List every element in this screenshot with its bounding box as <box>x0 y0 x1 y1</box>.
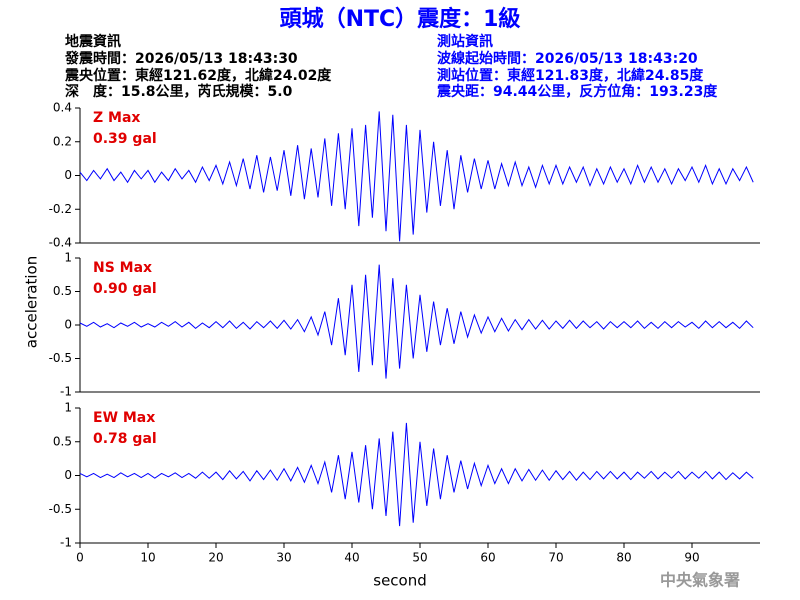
x-tick-label: 70 <box>548 551 563 565</box>
x-tick-label: 10 <box>140 551 155 565</box>
y-axis-label: acceleration <box>23 256 41 348</box>
x-tick-label: 0 <box>76 551 84 565</box>
x-tick-label: 40 <box>344 551 359 565</box>
left-info: 地震資訊 <box>65 33 121 50</box>
y-tick-label: 0 <box>64 468 72 482</box>
x-tick-label: 20 <box>208 551 223 565</box>
y-tick-label: -1 <box>60 385 72 399</box>
max-annotation: 0.39 gal <box>93 131 157 147</box>
x-tick-label: 30 <box>276 551 291 565</box>
y-tick-label: 0 <box>64 318 72 332</box>
y-tick-label: -0.4 <box>49 236 72 250</box>
y-tick-label: 0 <box>64 168 72 182</box>
y-tick-label: 1 <box>64 401 72 415</box>
y-tick-label: 0.2 <box>53 134 72 148</box>
x-axis-label: second <box>373 572 427 590</box>
y-tick-label: 1 <box>64 251 72 265</box>
y-tick-label: -0.5 <box>49 351 72 365</box>
x-tick-label: 80 <box>616 551 631 565</box>
footer: 中央氣象署 <box>660 571 740 590</box>
y-tick-label: 0.5 <box>53 434 72 448</box>
y-tick-label: -1 <box>60 536 72 550</box>
waveform <box>79 422 754 527</box>
y-tick-label: -0.5 <box>49 502 72 516</box>
max-annotation: 0.90 gal <box>93 281 157 297</box>
x-tick-label: 60 <box>480 551 495 565</box>
right-info: 震央距：94.44公里，反方位角：193.23度 <box>436 83 718 100</box>
max-annotation: Z Max <box>93 110 140 126</box>
max-annotation: 0.78 gal <box>93 431 157 447</box>
waveform <box>79 264 754 379</box>
x-tick-label: 50 <box>412 551 427 565</box>
right-info: 波線起始時間：2026/05/13 18:43:20 <box>437 50 698 67</box>
left-info: 震央位置：東經121.62度，北緯24.02度 <box>64 67 332 84</box>
max-annotation: EW Max <box>93 410 155 426</box>
x-tick-label: 90 <box>684 551 699 565</box>
right-info: 測站資訊 <box>437 33 493 50</box>
left-info: 深 度：15.8公里，芮氏規模：5.0 <box>65 83 293 100</box>
waveform <box>79 111 754 242</box>
y-tick-label: -0.2 <box>49 202 72 216</box>
title: 頭城（NTC）震度：1級 <box>280 6 521 32</box>
left-info: 發震時間：2026/05/13 18:43:30 <box>64 50 298 67</box>
y-tick-label: 0.5 <box>53 284 72 298</box>
right-info: 測站位置：東經121.83度，北緯24.85度 <box>437 67 704 84</box>
max-annotation: NS Max <box>93 260 152 276</box>
y-tick-label: 0.4 <box>53 101 72 115</box>
